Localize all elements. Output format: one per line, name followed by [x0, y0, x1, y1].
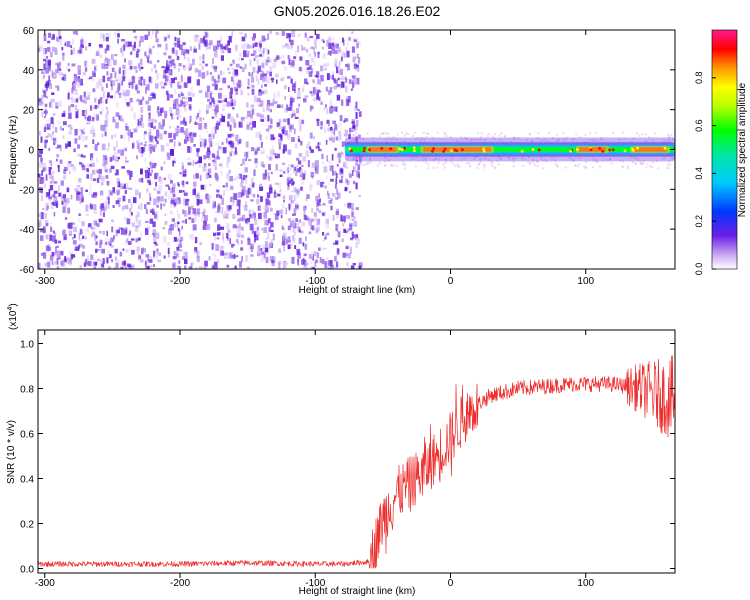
x-tick-label: 0	[448, 276, 454, 287]
colorbar-tick-label: 0.6	[694, 119, 704, 132]
snr-x-ticks: -300 -200 -100 0 100	[35, 330, 595, 589]
y-tick-label: 0	[28, 146, 34, 157]
snr-y-label: SNR (10 * v/v)	[6, 420, 17, 484]
spectrogram-x-ticks: -300 -200 -100 0 100	[35, 30, 595, 287]
x-tick-label: -200	[170, 276, 190, 287]
y-tick-label: 0.4	[20, 475, 34, 486]
colorbar: 0.0 0.2 0.4 0.6 0.8 Normalized spectral ampl…	[694, 29, 748, 276]
y-tick-label: 0.8	[20, 385, 34, 396]
colorbar-tick-label: 0.2	[694, 215, 704, 228]
svg-text:(x104): (x104)	[7, 303, 19, 330]
spectrogram-x-label: Height of straight line (km)	[299, 285, 416, 296]
x-tick-label: -100	[305, 578, 325, 589]
noise-region	[38, 30, 363, 269]
spectrogram-y-label: Frequency (Hz)	[8, 116, 19, 185]
snr-panel: -300 -200 -100 0 100 0.0 0.2 0.4 0.6 0.8 1.0 Heig…	[6, 303, 676, 597]
snr-frame	[37, 329, 676, 574]
y-tick-label: 1.0	[20, 340, 34, 351]
snr-x-label: Height of straight line (km)	[299, 586, 416, 597]
snr-background	[38, 330, 675, 573]
snr-series-line	[38, 355, 675, 569]
snr-y-multiplier-exp: 4	[7, 307, 14, 311]
colorbar-tick-label: 0.8	[694, 72, 704, 85]
x-tick-label: -200	[170, 578, 190, 589]
signal-band	[345, 131, 675, 170]
figure-title: GN05.2026.016.18.26.E02	[274, 3, 441, 19]
spectrogram-y-ticks: 60 40 20 0 -20 -40 -60	[20, 26, 675, 276]
snr-y-multiplier: (x104)	[7, 303, 19, 330]
colorbar-gradient	[711, 29, 738, 270]
x-tick-label: -300	[35, 276, 55, 287]
y-tick-label: 20	[23, 106, 35, 117]
spectrogram-panel: -300 -200 -100 0 100 60 40 20 0 -20 -40 -60 Height…	[8, 26, 676, 296]
x-tick-label: -300	[35, 578, 55, 589]
y-tick-label: -20	[20, 185, 35, 196]
y-tick-label: 40	[23, 66, 35, 77]
x-tick-label: -100	[305, 276, 325, 287]
y-tick-label: 0.6	[20, 430, 34, 441]
x-tick-label: 100	[577, 578, 594, 589]
y-tick-label: -40	[20, 225, 35, 236]
y-tick-label: 0.2	[20, 520, 34, 531]
snr-y-multiplier-base: (x10	[8, 310, 19, 330]
colorbar-ticks: 0.0 0.2 0.4 0.6 0.8	[694, 72, 716, 276]
colorbar-tick-label: 0.4	[694, 167, 704, 180]
y-tick-label: 60	[23, 26, 35, 37]
colorbar-label: Normalized spectral amplitude	[737, 82, 748, 217]
x-tick-label: 100	[577, 276, 594, 287]
y-tick-label: -60	[20, 265, 35, 276]
x-tick-label: 0	[448, 578, 454, 589]
y-tick-label: 0.0	[20, 565, 34, 576]
snr-y-ticks: 0.0 0.2 0.4 0.6 0.8 1.0	[20, 340, 675, 576]
colorbar-tick-label: 0.0	[694, 263, 704, 276]
